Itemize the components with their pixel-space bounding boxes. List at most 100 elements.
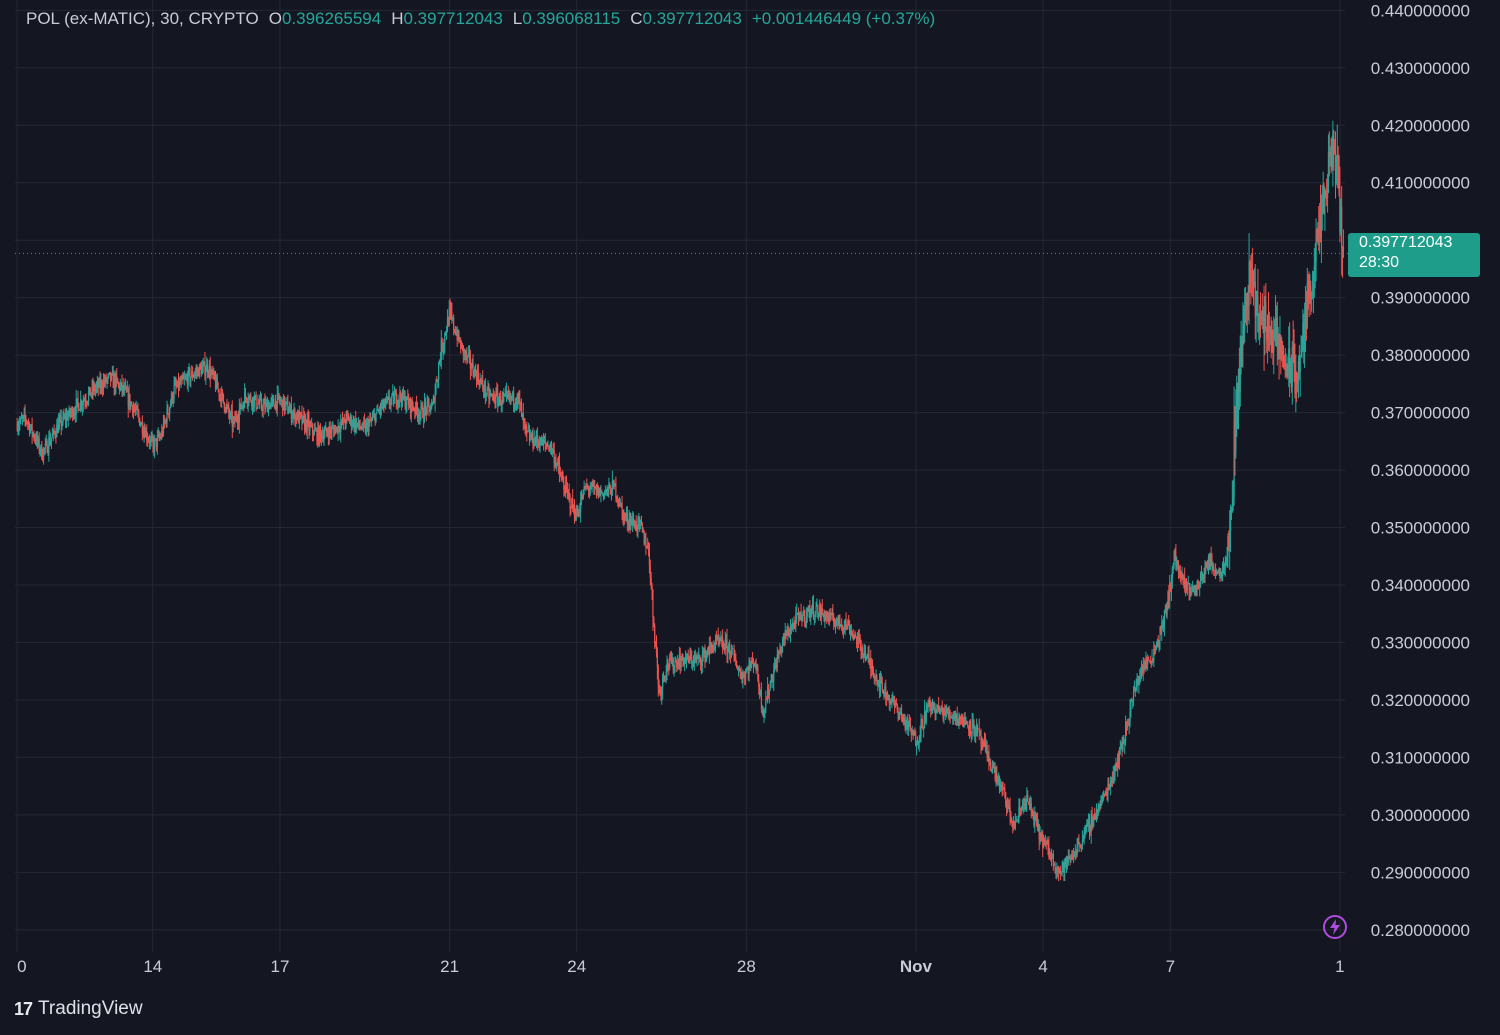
candle-body bbox=[17, 428, 19, 430]
candle-body bbox=[1224, 561, 1226, 568]
candle-body bbox=[209, 365, 211, 378]
candle-body bbox=[856, 636, 858, 646]
candle-body bbox=[528, 431, 531, 441]
candle-body bbox=[221, 392, 224, 394]
candle-body bbox=[602, 492, 604, 494]
candle-body bbox=[1332, 131, 1334, 166]
candle-body bbox=[1098, 804, 1100, 807]
candle-body bbox=[594, 485, 596, 488]
candle-body bbox=[538, 442, 540, 447]
candle-body bbox=[863, 650, 866, 658]
candle-body bbox=[716, 635, 718, 640]
candle-body bbox=[301, 413, 303, 424]
candle-body bbox=[858, 637, 860, 641]
candle-body bbox=[1177, 562, 1179, 566]
candle-body bbox=[1237, 368, 1240, 408]
candle-body bbox=[699, 657, 702, 664]
candle-body bbox=[855, 636, 857, 638]
candle-body bbox=[140, 422, 143, 425]
high-value: 0.397712043 bbox=[403, 9, 503, 28]
candle-body bbox=[27, 423, 30, 425]
candle-body bbox=[526, 426, 528, 431]
candle-body bbox=[953, 715, 956, 719]
candle-body bbox=[1049, 856, 1051, 858]
candle-body bbox=[272, 398, 274, 400]
candle-body bbox=[34, 438, 36, 440]
candle-body bbox=[400, 392, 402, 399]
candle-body bbox=[1147, 659, 1150, 661]
candle-body bbox=[135, 406, 137, 411]
candle-body bbox=[662, 675, 664, 689]
candle-body bbox=[266, 401, 268, 403]
candle-body bbox=[376, 409, 378, 413]
candle-body bbox=[533, 445, 535, 447]
time-tick-label: Nov bbox=[900, 957, 933, 976]
candle-body bbox=[98, 379, 100, 388]
candle-body bbox=[795, 614, 797, 627]
candle-body bbox=[1178, 572, 1181, 574]
candle-body bbox=[808, 606, 810, 612]
candle-body bbox=[612, 480, 614, 482]
candle-body bbox=[755, 665, 757, 671]
candle-body bbox=[1007, 804, 1009, 809]
candle-body bbox=[85, 401, 87, 403]
candle-body bbox=[563, 482, 565, 490]
candle-body bbox=[1032, 812, 1034, 817]
candle-body bbox=[1064, 858, 1066, 874]
candle-body bbox=[334, 429, 337, 434]
price-chart[interactable]: 0.4400000000.4300000000.4200000000.41000… bbox=[0, 0, 1500, 985]
candle-body bbox=[1117, 754, 1120, 762]
candle-body bbox=[384, 404, 386, 408]
candle-body bbox=[668, 667, 670, 668]
candle-body bbox=[908, 722, 911, 725]
candle-body bbox=[672, 657, 674, 670]
candle-body bbox=[992, 766, 994, 769]
candle-body bbox=[141, 422, 143, 434]
candle-body bbox=[892, 697, 894, 701]
candle-body bbox=[225, 405, 227, 412]
candle-body bbox=[879, 677, 882, 691]
price-tick-label: 0.350000000 bbox=[1371, 519, 1470, 538]
candle-body bbox=[555, 460, 557, 466]
candle-body bbox=[1196, 582, 1198, 596]
candle-body bbox=[386, 397, 389, 400]
candle-body bbox=[969, 720, 972, 733]
candle-body bbox=[1060, 871, 1062, 874]
candle-body bbox=[237, 421, 240, 423]
candle-body bbox=[138, 412, 140, 418]
candle-body bbox=[514, 403, 516, 406]
candle-body bbox=[389, 404, 391, 405]
candle-body bbox=[123, 385, 125, 391]
candle-body bbox=[578, 511, 580, 514]
candle-body bbox=[1044, 842, 1046, 843]
candle-body bbox=[705, 654, 707, 662]
candle-body bbox=[1263, 310, 1265, 344]
candle-body bbox=[613, 480, 615, 487]
candle-body bbox=[1162, 621, 1165, 628]
candle-body bbox=[968, 720, 971, 730]
candle-body bbox=[145, 430, 147, 437]
candle-body bbox=[584, 486, 586, 489]
candle-body bbox=[1261, 316, 1263, 322]
tradingview-logo[interactable]: 17 TradingView bbox=[14, 998, 143, 1020]
candle-body bbox=[485, 394, 487, 396]
candle-body bbox=[635, 521, 637, 529]
bar-countdown: 28:30 bbox=[1359, 254, 1400, 271]
candle-body bbox=[289, 405, 292, 409]
candle-body bbox=[577, 511, 579, 517]
candle-body bbox=[439, 360, 442, 362]
candle-body bbox=[195, 370, 197, 373]
candle-body bbox=[1174, 552, 1176, 555]
candle-body bbox=[1013, 821, 1016, 828]
candle-body bbox=[263, 401, 265, 405]
lightning-icon[interactable] bbox=[1322, 914, 1348, 940]
candle-body bbox=[69, 408, 71, 415]
candle-body bbox=[363, 422, 365, 424]
candle-body bbox=[396, 403, 398, 406]
candle-body bbox=[973, 720, 975, 735]
candle-body bbox=[617, 499, 619, 501]
candle-body bbox=[360, 427, 362, 429]
candle-body bbox=[1340, 206, 1342, 232]
candle-body bbox=[1328, 152, 1330, 158]
candle-body bbox=[1176, 562, 1178, 567]
